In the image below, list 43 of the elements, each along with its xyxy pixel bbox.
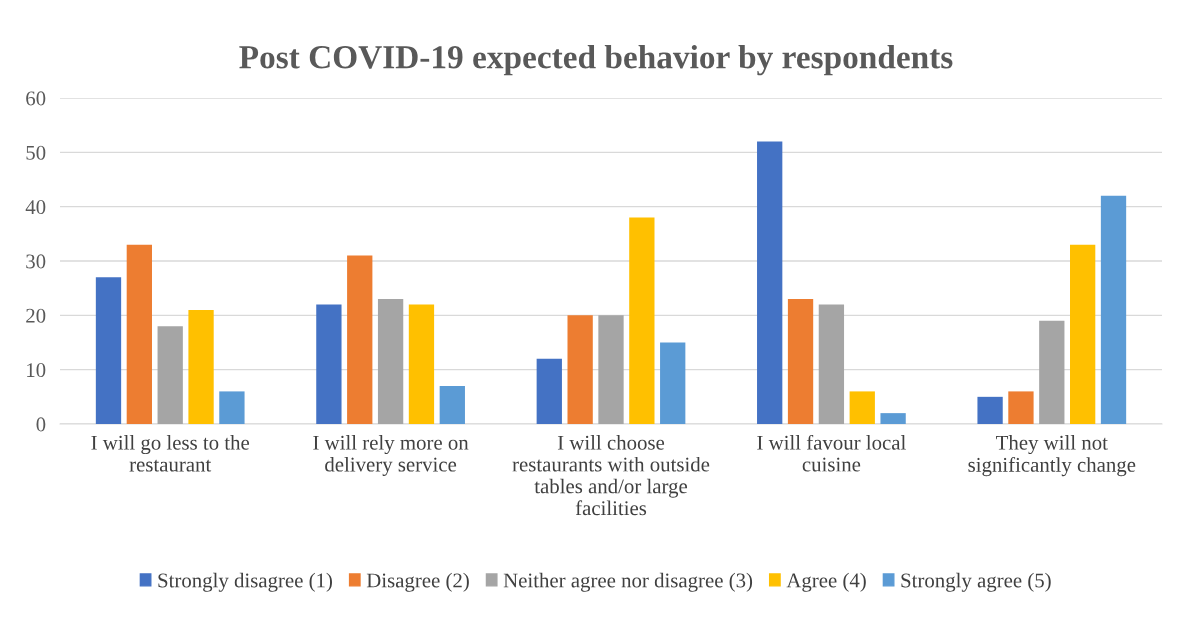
bar xyxy=(347,255,373,424)
bar xyxy=(157,326,183,424)
x-tick-label: They will not significantly change xyxy=(968,435,1136,477)
y-tick-label: 40 xyxy=(25,200,46,215)
x-tick-label: I will rely more on delivery service xyxy=(313,435,469,476)
y-tick-label: 10 xyxy=(27,363,46,378)
bar xyxy=(787,299,814,424)
bar xyxy=(1039,320,1065,424)
chart-title: Post COVID-19 expected behavior by respondents xyxy=(239,45,953,76)
bar xyxy=(439,385,465,424)
legend-label: Disagree (2) xyxy=(366,572,469,592)
bar xyxy=(408,304,435,424)
bar xyxy=(95,277,122,424)
bar xyxy=(818,304,845,424)
x-tick-label: I will favour local cuisine xyxy=(757,434,906,472)
y-tick-label: 60 xyxy=(26,91,46,106)
bar xyxy=(126,244,152,424)
bar xyxy=(377,299,404,424)
bar xyxy=(1008,391,1034,424)
legend-label: Neither agree nor disagree (3) xyxy=(503,572,753,592)
bar xyxy=(1100,195,1127,424)
y-tick-label: 30 xyxy=(26,254,46,269)
legend-label: Strongly disagree (1) xyxy=(158,572,333,592)
bar xyxy=(188,309,214,424)
bar xyxy=(316,304,342,424)
bar xyxy=(629,217,655,424)
bar xyxy=(536,358,562,424)
bar xyxy=(880,413,906,424)
bar xyxy=(849,391,875,424)
bar xyxy=(757,141,783,424)
bar xyxy=(1070,244,1096,424)
bar xyxy=(219,391,245,424)
bar xyxy=(567,315,593,424)
x-tick-label: I will go less to the restaurant xyxy=(91,435,250,472)
y-tick-label: 50 xyxy=(26,145,46,160)
bar xyxy=(598,315,624,424)
y-tick-label: 20 xyxy=(26,308,46,323)
bar xyxy=(977,396,1003,424)
legend-label: Agree (4) xyxy=(786,572,866,592)
legend-label: Strongly agree (5) xyxy=(901,572,1051,592)
x-tick-label: I will choose restaurants with outside tables and/or large facilities xyxy=(512,435,710,516)
bar xyxy=(660,342,686,424)
y-tick-label: 0 xyxy=(36,417,46,432)
